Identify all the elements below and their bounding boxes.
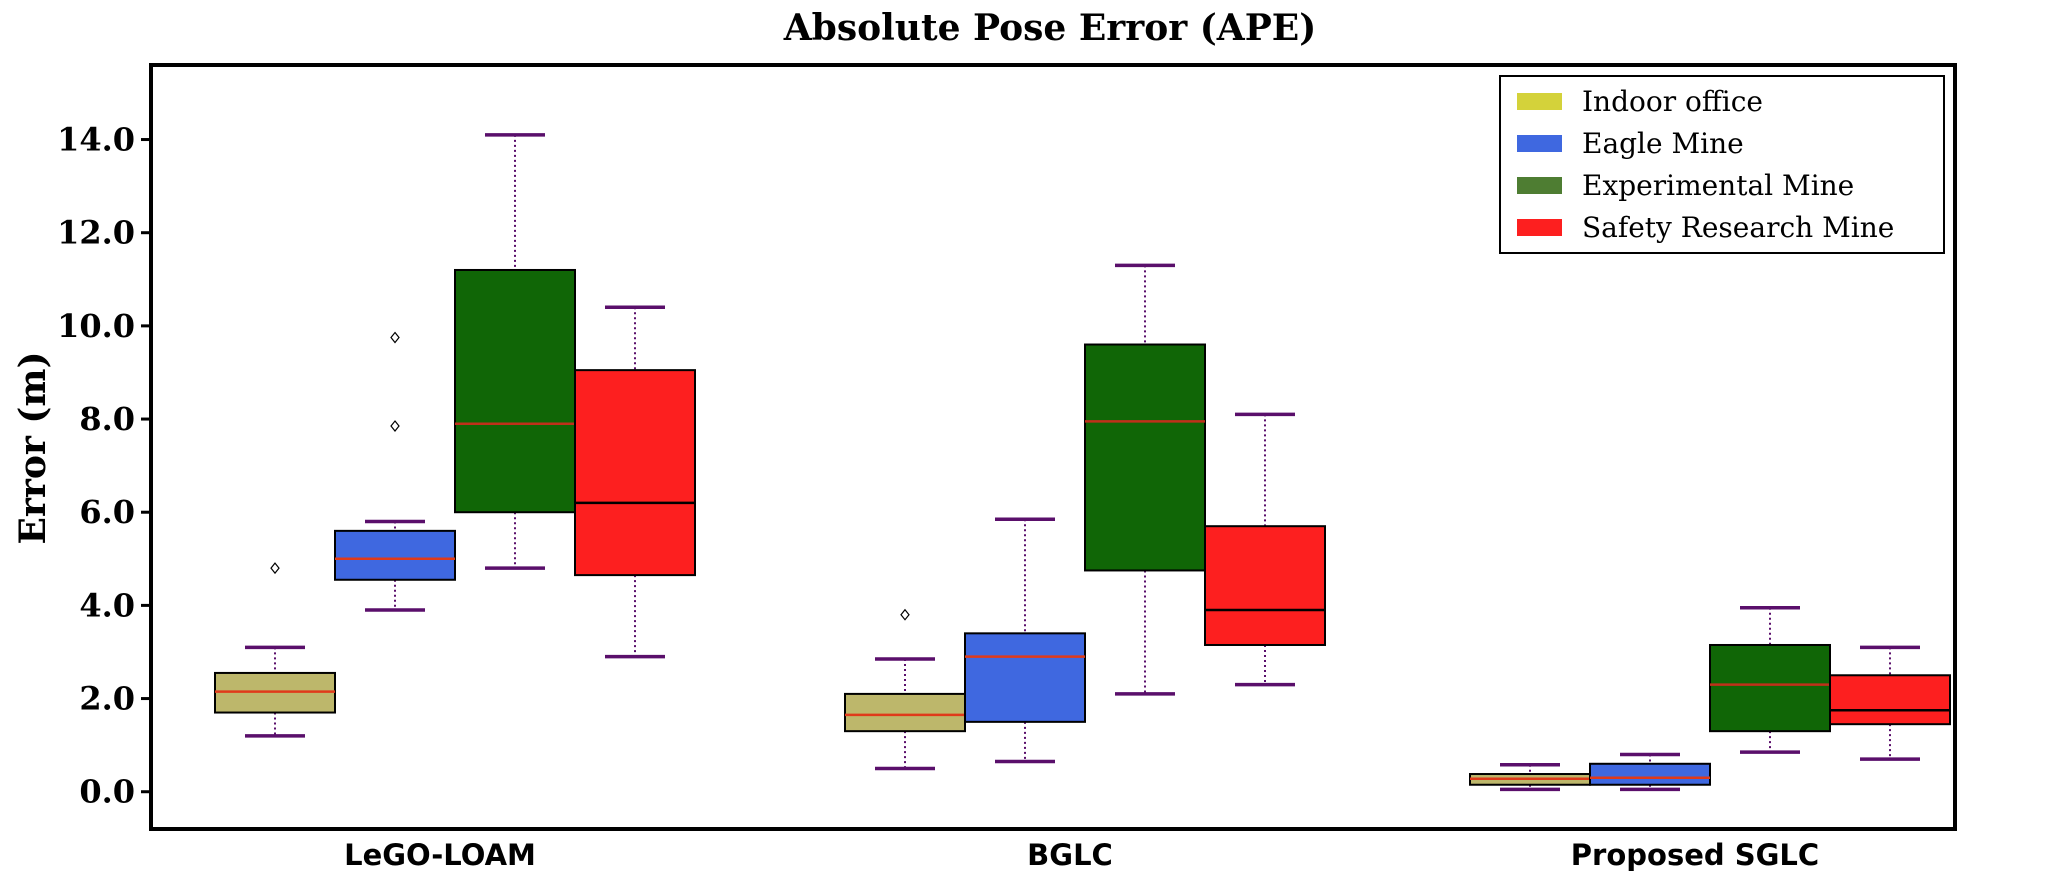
y-tick-label: 14.0 — [57, 121, 135, 159]
y-tick-label: 4.0 — [79, 586, 135, 624]
legend-label: Experimental Mine — [1582, 169, 1854, 202]
y-tick-label: 8.0 — [79, 400, 135, 438]
box-experimental-mine — [1709, 605, 1831, 754]
box-eagle-mine — [334, 331, 456, 612]
legend-swatch — [1517, 219, 1562, 236]
outlier-marker — [270, 562, 280, 575]
iqr-box — [574, 369, 696, 577]
legend-frame — [1499, 75, 1945, 254]
box-eagle-mine — [964, 517, 1086, 764]
legend-swatch — [1517, 135, 1562, 152]
iqr-box — [1084, 343, 1206, 572]
chart-title: Absolute Pose Error (APE) — [783, 7, 1317, 49]
box-safety-research-mine — [574, 305, 696, 659]
iqr-box — [1204, 525, 1326, 646]
x-tick-label: BGLC — [1027, 838, 1113, 872]
iqr-box — [964, 632, 1086, 723]
y-axis-label: Error (m) — [12, 351, 54, 544]
x-tick-label: LeGO-LOAM — [344, 838, 536, 872]
legend-label: Eagle Mine — [1582, 127, 1744, 160]
y-tick-label: 2.0 — [79, 680, 135, 718]
box-experimental-mine — [1084, 263, 1206, 696]
box-experimental-mine — [454, 133, 576, 570]
y-tick-label: 12.0 — [57, 214, 135, 252]
box-safety-research-mine — [1204, 412, 1326, 687]
outlier-marker — [900, 608, 910, 621]
iqr-box — [1709, 643, 1831, 733]
iqr-box — [844, 692, 966, 733]
legend-label: Indoor office — [1582, 85, 1763, 118]
box-indoor-office — [214, 562, 336, 738]
iqr-box — [334, 529, 456, 581]
x-tick-label: Proposed SGLC — [1571, 838, 1819, 872]
box-safety-research-mine — [1829, 645, 1951, 761]
iqr-box — [454, 268, 576, 514]
box-plots — [214, 133, 1951, 792]
iqr-box — [1829, 674, 1951, 726]
outlier-marker — [390, 420, 400, 432]
legend-swatch — [1517, 177, 1562, 194]
y-tick-label: 0.0 — [79, 773, 135, 811]
legend-label: Safety Research Mine — [1582, 211, 1894, 244]
plot-area-frame — [149, 63, 1957, 831]
legend-swatch — [1517, 93, 1562, 110]
box-indoor-office — [844, 608, 966, 771]
y-axis-ticks: 0.0 2.0 4.0 6.0 8.0 10.0 12.0 14.0 — [57, 121, 151, 811]
legend: Indoor office Eagle Mine Experimental Mine… — [1499, 75, 1945, 254]
box-indoor-office — [1469, 762, 1591, 792]
x-axis-ticks: LeGO-LOAM BGLC Proposed SGLC — [344, 838, 1819, 872]
outlier-marker — [390, 331, 400, 344]
y-tick-label: 10.0 — [57, 307, 135, 345]
box-eagle-mine — [1589, 752, 1711, 792]
iqr-box — [1589, 762, 1711, 786]
y-tick-label: 6.0 — [79, 493, 135, 531]
